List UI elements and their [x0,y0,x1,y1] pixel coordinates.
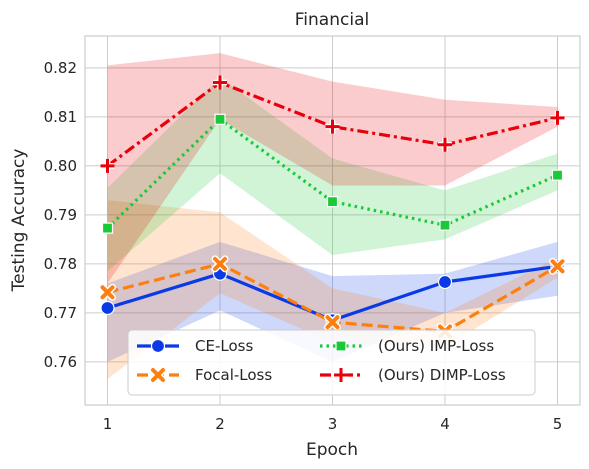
y-tick-labels: 0.76 0.77 0.78 0.79 0.80 0.81 0.82 [44,59,77,371]
ce-loss-point [437,274,453,290]
legend: CE-Loss Focal-Loss (Ours) IMP-Loss (Ours) D… [127,329,536,396]
plot-frame [84,35,581,406]
y-tick-label: 0.78 [44,255,77,273]
y-tick-label: 0.76 [44,353,77,371]
focal-loss-point [549,257,566,275]
legend-focal-loss-point [149,366,167,384]
ours-dimp-loss-point [550,110,565,125]
ce-loss-point [100,300,115,316]
y-tick-label: 0.77 [44,304,77,322]
legend-item-ours-imp-loss: (Ours) IMP-Loss [320,337,494,355]
x-axis-title: Epoch [306,440,358,460]
legend-item-ce-loss: CE-Loss [137,337,253,355]
y-tick-label: 0.81 [44,108,77,126]
legend-label: CE-Loss [195,337,253,355]
focal-loss-point [211,255,229,273]
y-tick-label: 0.82 [44,59,77,77]
series-markers [99,75,566,340]
ours-imp-loss-point [551,169,564,181]
legend-label: (Ours) DIMP-Loss [378,366,506,384]
legend-ours-dimp-loss-point [334,368,348,382]
chart-title: Financial [295,10,369,30]
ours-dimp-loss-point [100,158,115,173]
focal-loss-point [99,283,116,301]
legend-label: Focal-Loss [195,366,272,384]
ours-dimp-loss-point [438,137,452,152]
ours-dimp-loss-point [325,119,340,134]
legend-item-ours-dimp-loss: (Ours) DIMP-Loss [320,366,506,384]
x-tick-label: 4 [440,415,450,433]
ours-imp-loss-line [106,117,559,230]
x-tick-label: 2 [215,415,225,433]
ours-imp-loss-point [101,222,114,234]
y-tick-label: 0.80 [44,157,77,175]
x-tick-label: 5 [553,415,563,433]
focal-loss-point [324,313,341,331]
ours-dimp-loss-point [213,75,227,90]
legend-box [127,329,536,396]
y-tick-label: 0.79 [44,206,77,224]
ours-imp-loss-point [214,113,226,125]
legend-ours-imp-loss-point [335,340,347,352]
legend-item-focal-loss: Focal-Loss [137,366,272,384]
ours-dimp-loss-band [107,53,558,284]
x-tick-labels: 1 2 3 4 5 [103,415,563,433]
legend-ce-loss-point [150,338,166,354]
ours-imp-loss-point [326,196,339,208]
legend-label: (Ours) IMP-Loss [378,337,494,355]
ours-imp-loss-point [439,219,451,231]
y-axis-title: Testing Accuracy [9,149,29,293]
x-tick-label: 3 [328,415,338,433]
ours-dimp-loss-line [106,80,558,168]
grid-lines [85,36,580,405]
x-tick-label: 1 [103,415,113,433]
